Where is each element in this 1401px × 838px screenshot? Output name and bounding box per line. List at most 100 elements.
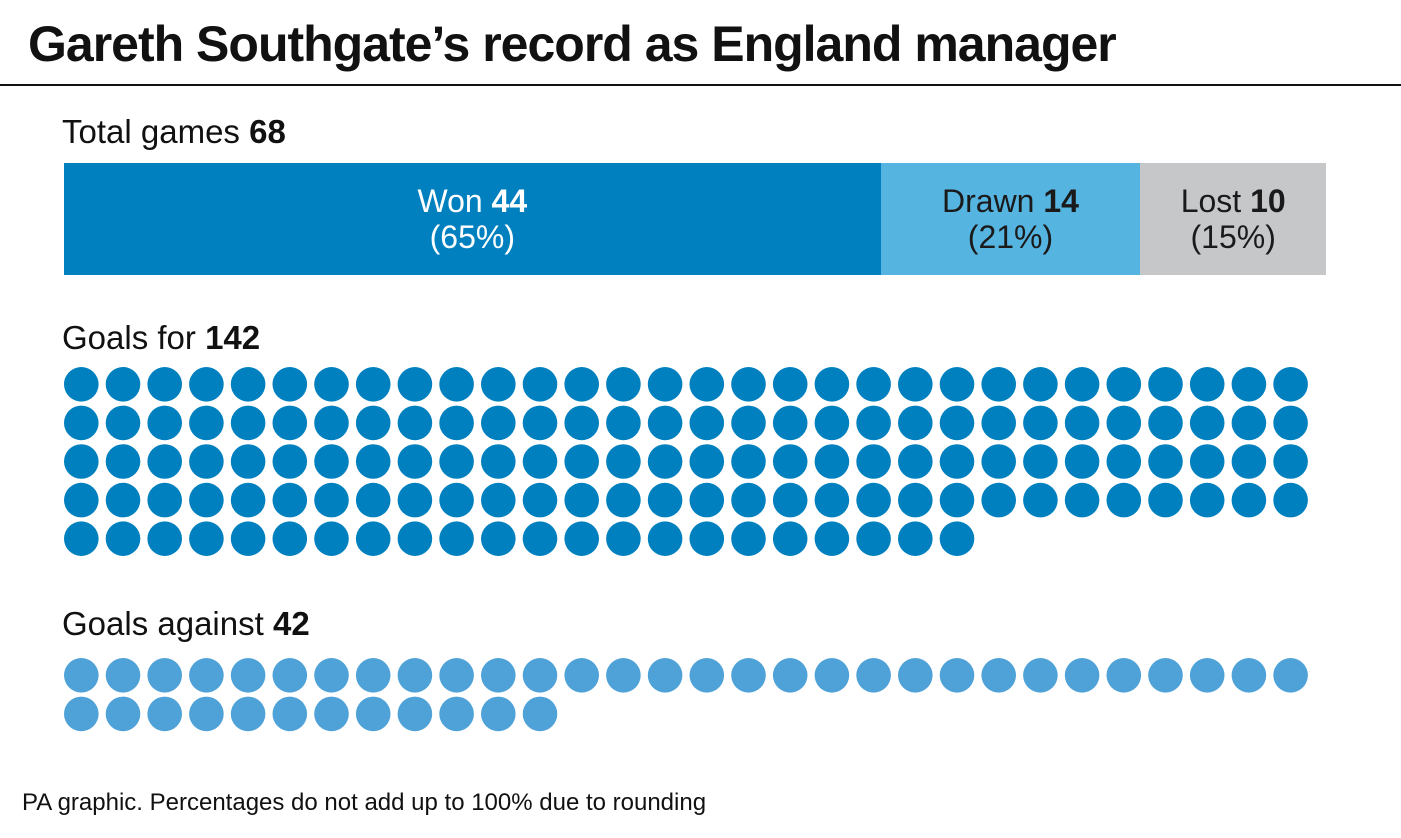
goal-dot — [731, 658, 766, 693]
goal-dot — [772, 482, 808, 518]
goals-for-value: 142 — [205, 319, 261, 356]
goal-dot — [606, 658, 641, 693]
goal-dot — [1148, 367, 1183, 402]
goal-dot — [522, 658, 558, 693]
bar-segment-won: Won 44 (65%) — [64, 163, 881, 275]
goal-dot — [1106, 658, 1142, 693]
goal-dot — [647, 405, 683, 441]
goal-dot — [105, 521, 141, 556]
goal-dot — [105, 658, 141, 693]
total-games-value: 68 — [249, 113, 286, 150]
goal-dot — [147, 658, 182, 693]
goal-dot — [1106, 405, 1142, 441]
goal-dot — [939, 405, 975, 441]
goal-dot — [564, 521, 599, 556]
goal-dot — [481, 696, 516, 732]
goal-dot — [606, 367, 641, 402]
goal-dot — [731, 521, 766, 556]
goal-dot — [522, 367, 558, 402]
goal-dot — [898, 367, 933, 402]
goal-dot — [481, 482, 516, 518]
goal-dot — [772, 658, 808, 693]
goal-dot — [355, 405, 391, 441]
goal-dot — [272, 444, 308, 479]
goal-dot — [939, 521, 975, 556]
goal-dot — [689, 405, 725, 441]
drawn-label: Drawn — [942, 183, 1035, 219]
goal-dot — [64, 405, 99, 441]
goal-dot — [856, 658, 891, 693]
goal-dot — [1106, 367, 1142, 402]
goal-dot — [981, 482, 1016, 518]
goal-dot — [105, 482, 141, 518]
goal-dot — [939, 367, 975, 402]
goal-dot — [564, 405, 599, 441]
goal-dot — [314, 367, 349, 402]
goal-dot — [189, 444, 224, 479]
goal-dot — [647, 482, 683, 518]
goal-dot — [647, 367, 683, 402]
goal-dot — [1273, 482, 1308, 518]
goal-dot — [272, 367, 308, 402]
goal-dot — [1023, 405, 1058, 441]
goal-dot — [1273, 444, 1308, 479]
goal-dot — [1023, 482, 1058, 518]
goal-dot — [230, 444, 266, 479]
goal-dot — [147, 444, 182, 479]
goal-dot — [397, 444, 433, 479]
goal-dot — [981, 405, 1016, 441]
goal-dot — [772, 444, 808, 479]
goals-for-label-text: Goals for — [62, 319, 196, 356]
goal-dot — [772, 521, 808, 556]
goal-dot — [397, 521, 433, 556]
goal-dot — [564, 482, 599, 518]
goal-dot — [856, 444, 891, 479]
goal-dot — [1273, 367, 1308, 402]
goal-dot — [397, 405, 433, 441]
lost-label: Lost — [1180, 183, 1242, 219]
goal-dot — [272, 482, 308, 518]
goal-dot — [1148, 405, 1183, 441]
goal-dot — [314, 658, 349, 693]
goal-dot — [272, 521, 308, 556]
goal-dot — [606, 482, 641, 518]
goal-dot — [230, 482, 266, 518]
total-games-label: Total games 68 — [62, 112, 286, 152]
goal-dot — [1231, 658, 1267, 693]
goal-dot — [731, 367, 766, 402]
goal-dot — [189, 696, 224, 732]
goal-dot — [481, 367, 516, 402]
goal-dot — [439, 482, 474, 518]
goals-for-dot-grid — [64, 367, 1308, 556]
bar-segment-lost: Lost 10 (15%) — [1140, 163, 1326, 275]
goal-dot — [606, 521, 641, 556]
goal-dot — [647, 521, 683, 556]
goal-dot — [689, 444, 725, 479]
goal-dot — [731, 482, 766, 518]
lost-value: 10 — [1250, 183, 1286, 219]
goal-dot — [1189, 444, 1225, 479]
goal-dot — [772, 367, 808, 402]
goal-dot — [689, 521, 725, 556]
goal-dot — [105, 444, 141, 479]
goal-dot — [522, 521, 558, 556]
goal-dot — [1189, 367, 1225, 402]
goal-dot — [981, 367, 1016, 402]
goal-dot — [981, 658, 1016, 693]
goal-dot — [230, 658, 266, 693]
goal-dot — [189, 521, 224, 556]
goal-dot — [439, 658, 474, 693]
goal-dot — [856, 521, 891, 556]
goal-dot — [481, 444, 516, 479]
won-value: 44 — [491, 183, 528, 219]
goal-dot — [230, 367, 266, 402]
goal-dot — [731, 405, 766, 441]
goal-dot — [355, 658, 391, 693]
goal-dot — [439, 367, 474, 402]
won-percent: (65%) — [429, 219, 515, 255]
goal-dot — [1148, 482, 1183, 518]
goal-dot — [439, 521, 474, 556]
goal-dot — [606, 444, 641, 479]
goal-dot — [1148, 444, 1183, 479]
goal-dot — [898, 658, 933, 693]
